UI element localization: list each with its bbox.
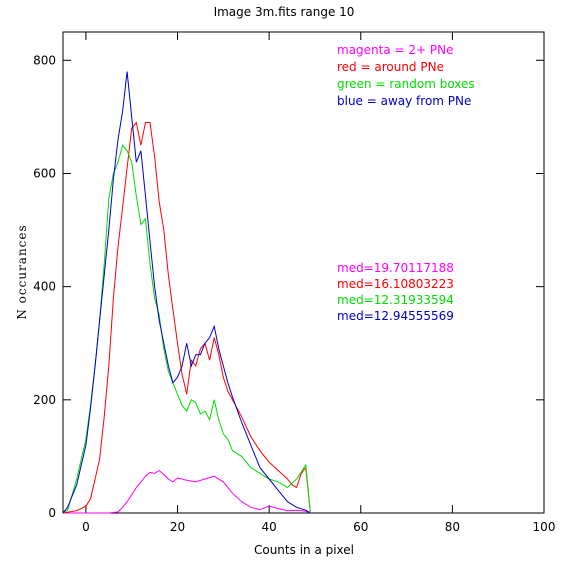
- series-line: [63, 469, 311, 514]
- x-tick-label: 40: [262, 520, 277, 534]
- median-label: med=19.70117188: [337, 261, 454, 275]
- x-tick-label: 80: [445, 520, 460, 534]
- series-line: [62, 121, 311, 514]
- x-tick-label: 20: [170, 520, 185, 534]
- legend: magenta = 2+ PNe red = around PNe green = …: [337, 43, 475, 108]
- y-tick-label: 200: [33, 393, 56, 407]
- y-tick-label: 0: [48, 506, 56, 520]
- legend-entry: blue = away from PNe: [337, 94, 471, 108]
- plot-frame: [62, 31, 545, 514]
- x-tick-label: 0: [82, 520, 90, 534]
- median-label: med=12.94555569: [337, 309, 454, 323]
- x-tick-label: 60: [353, 520, 368, 534]
- median-label: med=12.31933594: [337, 293, 454, 307]
- median-label: med=16.10803223: [337, 277, 454, 291]
- series-line: [62, 71, 311, 514]
- series-lines: [62, 71, 311, 514]
- y-tick-label: 600: [33, 166, 56, 180]
- legend-entry: magenta = 2+ PNe: [337, 43, 454, 57]
- axis-ticks: 0 20 40 60 80 100 0 200 400 600 800: [33, 32, 555, 534]
- y-tick-label: 400: [33, 280, 56, 294]
- y-tick-label: 800: [33, 53, 56, 67]
- chart-title: Image 3m.fits range 10: [214, 5, 355, 19]
- legend-entry: red = around PNe: [337, 60, 444, 74]
- x-tick-label: 100: [533, 520, 556, 534]
- y-axis-label: N occurances: [15, 224, 29, 319]
- x-axis-label: Counts in a pixel: [254, 543, 354, 557]
- legend-entry: green = random boxes: [337, 77, 475, 91]
- median-labels: med=19.70117188 med=16.10803223 med=12.319…: [337, 261, 454, 323]
